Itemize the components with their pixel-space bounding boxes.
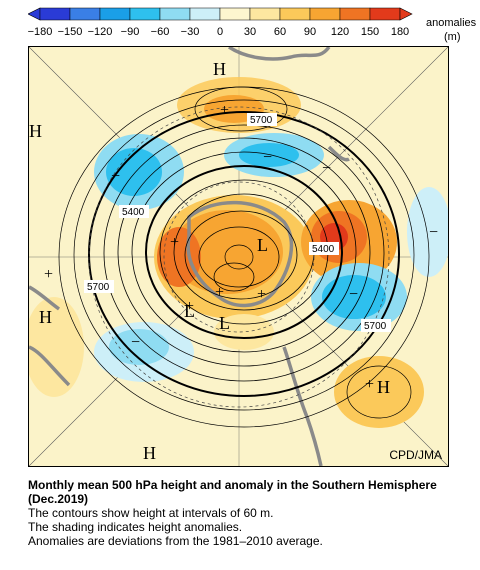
anomaly-negative-north-core [239, 143, 299, 167]
source-credit: CPD/JMA [389, 448, 442, 462]
height-contour [213, 262, 255, 292]
colorbar-tick: −180 [27, 26, 53, 38]
contour-label: 5700 [364, 321, 387, 332]
contour-label-bg [309, 242, 339, 255]
figure-caption: Monthly mean 500 hPa height and anomaly … [28, 478, 473, 548]
contour-label-bg [119, 205, 149, 218]
caption-line: The shading indicates height anomalies. [28, 520, 243, 534]
colorbar-tick: 0 [216, 26, 224, 38]
colorbar-high-arrow [399, 7, 413, 21]
anomaly-minus-sign: − [111, 168, 120, 185]
colorbar-swatch [99, 7, 131, 21]
colorbar-swatch [189, 7, 221, 21]
contour-label-bg [361, 319, 391, 332]
anomaly-plus-sign: + [257, 286, 266, 303]
colorbar-swatch [69, 7, 101, 21]
anomaly-minus-sign: − [263, 149, 272, 166]
colorbar-low-arrow [28, 7, 41, 21]
anomaly-positive-southeast [334, 356, 424, 428]
colorbar-swatch [339, 7, 371, 21]
contour-label: 5700 [250, 115, 273, 126]
anomaly-plus-sign: + [365, 376, 374, 393]
anomaly-negative-southwest-core [109, 329, 169, 365]
colorbar-swatch [309, 7, 341, 21]
anomaly-minus-sign: − [322, 160, 331, 177]
caption-line: The contours show height at intervals of… [28, 506, 274, 520]
colorbar-swatches [28, 7, 413, 21]
anomaly-plus-sign: + [220, 102, 229, 119]
contour-label: 5700 [87, 282, 110, 293]
colorbar-swatch [279, 7, 311, 21]
contour-label: 5400 [122, 207, 145, 218]
colorbar-tick: 60 [273, 26, 287, 38]
latitude-circle [163, 181, 315, 333]
anomaly-minus-sign: − [349, 286, 358, 303]
latitude-circle [88, 106, 390, 408]
caption-title: Monthly mean 500 hPa height and anomaly … [28, 478, 437, 506]
colorbar-tick: −150 [57, 26, 83, 38]
colorbar-tick: −120 [87, 26, 113, 38]
coastline-south-america [282, 346, 323, 466]
anomaly-plus-sign: + [170, 234, 179, 251]
high-pressure-label: H [143, 443, 156, 463]
polar-map: 5700 5400 5400 5700 5700 H H H H H L L L… [28, 46, 449, 467]
height-contour [117, 137, 371, 367]
anomaly-negative-far-east [407, 187, 448, 277]
colorbar-unit: anomalies (m) [426, 16, 476, 44]
colorbar-swatch [249, 7, 281, 21]
low-pressure-label: L [184, 301, 195, 321]
height-contour [194, 86, 288, 132]
coastline-new-zealand [327, 145, 350, 162]
high-pressure-label: H [29, 121, 42, 141]
anomaly-plus-sign: + [185, 298, 194, 315]
colorbar-tick: 120 [330, 26, 350, 38]
colorbar-swatch [39, 7, 71, 21]
anomaly-positive-center-core [171, 210, 283, 294]
colorbar-swatch [129, 7, 161, 21]
anomaly-minus-sign: − [429, 224, 438, 241]
anomaly-colorbar: −180 −150 −120 −90 −60 −30 0 30 60 90 12… [27, 6, 476, 43]
anomaly-positive-west-edge [29, 297, 84, 397]
height-contour [184, 210, 298, 300]
coastline-africa [29, 285, 71, 387]
coastline-antarctica [186, 200, 294, 308]
height-contour [224, 244, 254, 270]
anomaly-plus-sign: + [215, 284, 224, 301]
caption-line: Anomalies are deviations from the 1981–2… [28, 534, 323, 548]
contour-label-bg [84, 280, 114, 293]
height-contour [73, 99, 415, 411]
high-pressure-label: H [377, 377, 390, 397]
colorbar-tick: −30 [180, 26, 200, 38]
colorbar-unit-label: anomalies [426, 17, 477, 29]
height-contour [346, 365, 412, 419]
anomaly-plus-sign: + [44, 266, 53, 283]
coastline-australia [228, 47, 331, 61]
height-contour [103, 124, 385, 382]
colorbar-tick: 180 [390, 26, 410, 38]
height-contour [198, 226, 280, 288]
height-contour [131, 151, 357, 353]
contour-label-bg [247, 113, 277, 126]
high-pressure-label: H [39, 307, 52, 327]
colorbar-unit-symbol: (m) [444, 31, 461, 43]
low-pressure-label: L [257, 235, 268, 255]
contour-label: 5400 [312, 244, 335, 255]
colorbar-tick: 150 [360, 26, 380, 38]
colorbar-tick: 90 [303, 26, 317, 38]
colorbar-swatch [369, 7, 401, 21]
colorbar-tick: 30 [243, 26, 257, 38]
colorbar-swatch [219, 7, 251, 21]
height-contour [145, 165, 343, 339]
anomaly-minus-sign: − [131, 334, 140, 351]
colorbar-swatch [159, 7, 191, 21]
colorbar-tick: −60 [150, 26, 170, 38]
colorbar-tick: −90 [120, 26, 140, 38]
high-pressure-label: H [213, 59, 226, 79]
polar-map-canvas: 5700 5400 5400 5700 5700 H H H H H L L L… [29, 47, 448, 466]
low-pressure-label: L [219, 313, 230, 333]
